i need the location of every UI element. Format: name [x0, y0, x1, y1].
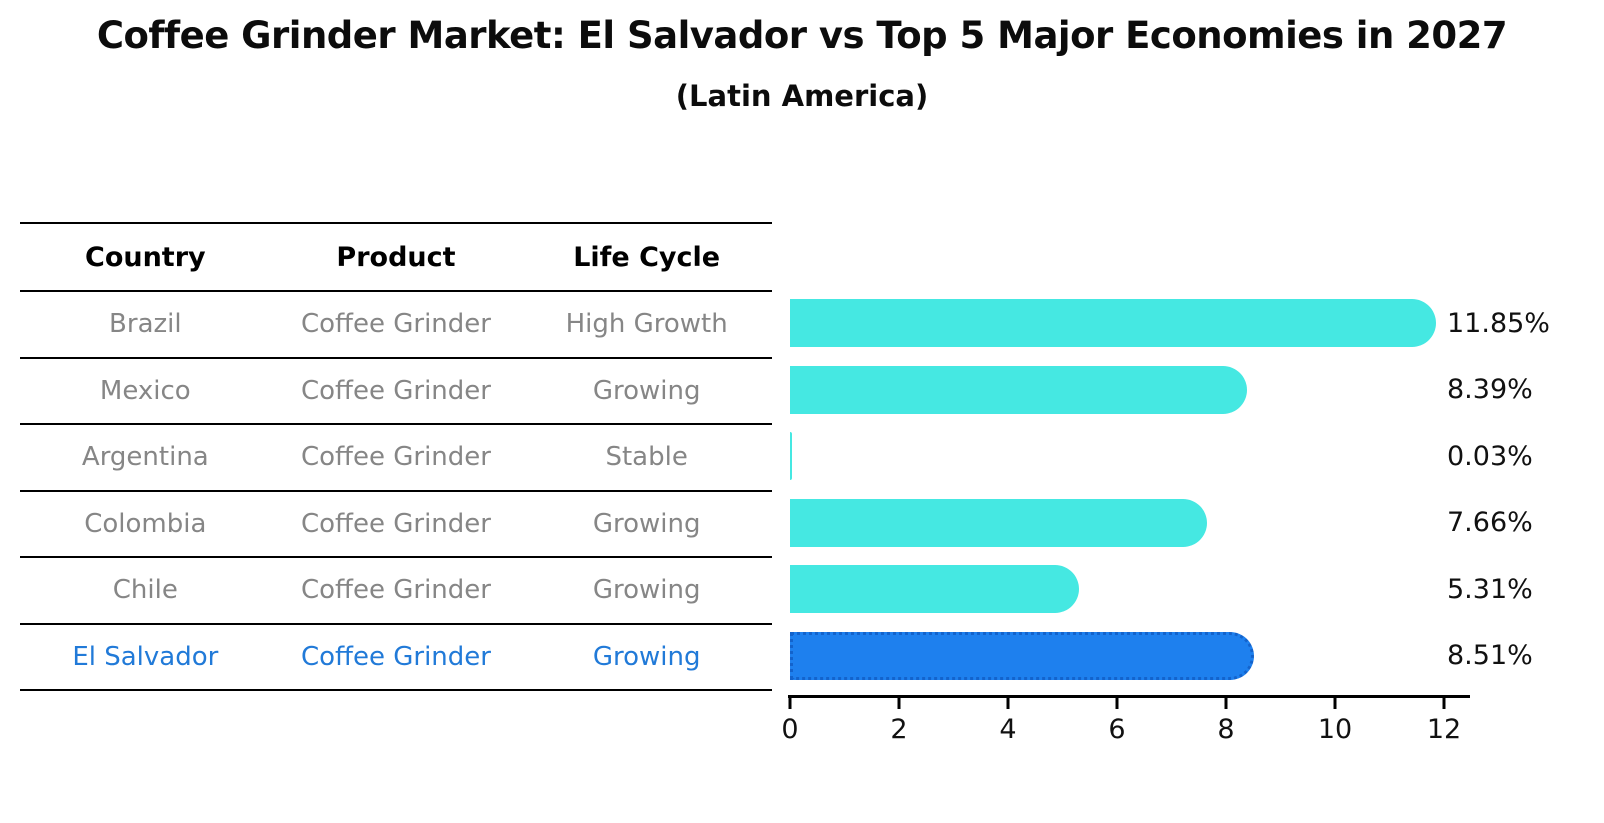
product-cell: Coffee Grinder [301, 375, 491, 406]
table-row: Argentina Coffee Grinder Stable [20, 425, 772, 492]
bar-row [790, 490, 1468, 557]
bar-area [790, 290, 1468, 689]
product-cell: Coffee Grinder [301, 442, 491, 473]
bar-chart: 11.85% 8.39% 0.03% 7.66% 5.31% 8.51% 0 2… [781, 222, 1550, 745]
page-title: Coffee Grinder Market: El Salvador vs To… [96, 14, 1508, 57]
value-label: 5.31% [1447, 573, 1533, 605]
table-row: Colombia Coffee Grinder Growing [20, 492, 772, 558]
country-table: Country Product Life Cycle Brazil Coffee… [20, 222, 772, 691]
bar-mexico [790, 365, 1248, 414]
bar-el-salvador [790, 631, 1254, 680]
country-cell: Argentina [81, 442, 209, 473]
value-label: 8.39% [1447, 374, 1533, 406]
product-cell: Coffee Grinder [301, 508, 491, 539]
value-label: 7.66% [1447, 507, 1533, 539]
x-axis-tick-label: 0 [781, 714, 799, 745]
x-axis-tick [788, 698, 792, 709]
table-row: Brazil Coffee Grinder High Growth [20, 292, 772, 359]
country-cell: Chile [112, 575, 178, 606]
x-axis-tick [1115, 698, 1119, 709]
life-cycle-cell: Growing [592, 375, 701, 406]
bar-colombia [790, 498, 1208, 547]
x-axis-tick [1006, 698, 1010, 709]
x-axis-tick [1333, 698, 1337, 709]
country-cell: El Salvador [72, 641, 219, 672]
country-cell: Colombia [84, 508, 207, 539]
value-label-column: 11.85% 8.39% 0.03% 7.66% 5.31% 8.51% [1447, 290, 1604, 689]
table-header-row: Country Product Life Cycle [20, 224, 772, 292]
value-label: 11.85% [1447, 307, 1550, 339]
product-cell: Coffee Grinder [301, 575, 491, 606]
page-subtitle: (Latin America) [675, 79, 929, 113]
life-cycle-cell: High Growth [565, 309, 728, 340]
table-row: Mexico Coffee Grinder Growing [20, 359, 772, 425]
x-axis-tick-label: 6 [1108, 714, 1126, 745]
product-cell: Coffee Grinder [301, 641, 491, 672]
bar-chile [790, 565, 1080, 614]
x-axis-tick-label: 4 [999, 714, 1017, 745]
x-axis-tick-label: 10 [1317, 714, 1353, 745]
life-cycle-cell: Growing [592, 508, 701, 539]
life-cycle-cell: Growing [592, 641, 701, 672]
life-cycle-cell: Growing [592, 575, 701, 606]
value-label: 8.51% [1447, 640, 1533, 672]
table-row: Chile Coffee Grinder Growing [20, 558, 772, 625]
product-cell: Coffee Grinder [301, 309, 491, 340]
bar-row [790, 556, 1468, 623]
x-axis-tick [1442, 698, 1446, 709]
bar-row [790, 623, 1468, 690]
bar-row [790, 357, 1468, 424]
bar-argentina [790, 432, 792, 481]
life-cycle-cell: Stable [605, 442, 688, 473]
table-row-el-salvador: El Salvador Coffee Grinder Growing [20, 625, 772, 691]
bar-row [790, 290, 1468, 357]
x-axis-tick [897, 698, 901, 709]
bar-brazil [790, 299, 1436, 348]
x-axis-tick-label: 8 [1217, 714, 1235, 745]
x-axis-tick-label: 12 [1426, 714, 1462, 745]
column-header-product: Product [336, 241, 456, 273]
x-axis-tick-label: 2 [890, 714, 908, 745]
value-label: 0.03% [1447, 440, 1533, 472]
country-cell: Mexico [99, 375, 191, 406]
x-axis-line [788, 695, 1470, 698]
column-header-life-cycle: Life Cycle [573, 241, 721, 273]
country-cell: Brazil [109, 309, 182, 340]
column-header-country: Country [85, 241, 206, 273]
x-axis-tick [1224, 698, 1228, 709]
bar-row [790, 423, 1468, 490]
